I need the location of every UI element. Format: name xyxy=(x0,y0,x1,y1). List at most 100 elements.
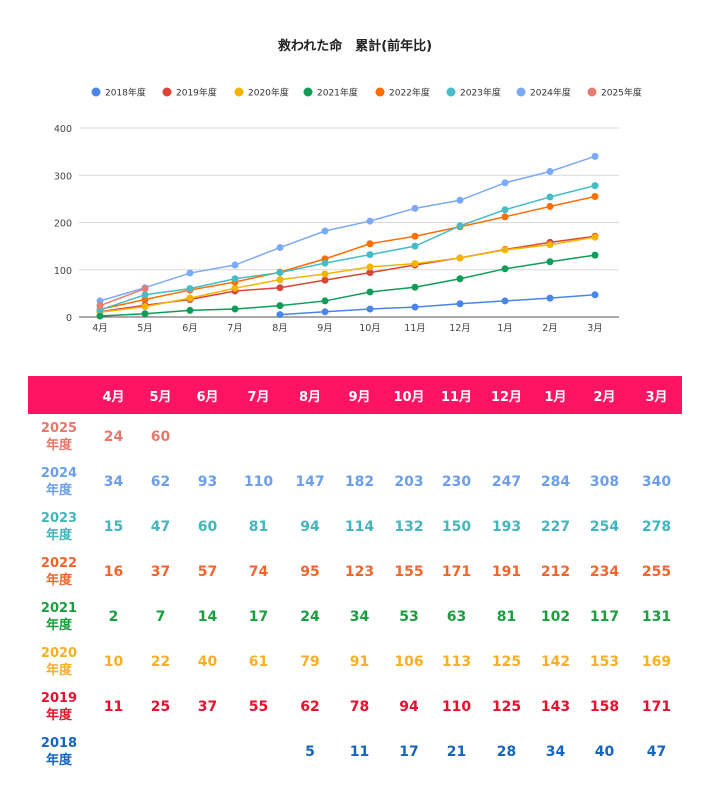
legend-label: 2024年度 xyxy=(530,87,571,99)
month-header: 11月 xyxy=(433,376,480,414)
data-point xyxy=(186,306,194,314)
x-tick-label: 6月 xyxy=(182,323,198,334)
data-point xyxy=(501,213,509,221)
value-cell: 171 xyxy=(641,698,672,715)
chart-title: 救われた命 累計(前年比) xyxy=(278,38,432,54)
month-header: 1月 xyxy=(533,376,578,414)
value-cell: 143 xyxy=(540,698,571,715)
data-point xyxy=(96,312,104,320)
data-point xyxy=(321,270,329,278)
data-point xyxy=(141,310,149,318)
x-tick-label: 11月 xyxy=(404,323,426,334)
data-point xyxy=(141,291,149,299)
table-row: 2018 年度 5 11 17 21 28 34 40 47 xyxy=(28,729,682,774)
value-cell: 158 xyxy=(589,698,620,715)
value-cell: 193 xyxy=(491,518,522,535)
table-row: 2020 年度 10 22 40 61 79 91 106 113 125 142 153 169 xyxy=(28,639,682,684)
data-point xyxy=(276,284,284,292)
value-cell: 15 xyxy=(103,518,124,535)
value-cell: 132 xyxy=(394,518,424,535)
value-cell: 230 xyxy=(441,473,472,490)
data-point xyxy=(411,260,419,268)
data-point xyxy=(141,303,149,311)
data-point xyxy=(411,232,419,240)
data-table-container: 4月 5月 6月 7月 8月 9月 10月 11月 12月 1月 2月 3月 2025 年度 24 60 20… xyxy=(28,376,682,774)
data-point xyxy=(591,182,599,190)
data-point xyxy=(321,276,329,284)
value-cell: 5 xyxy=(305,743,315,760)
data-point xyxy=(411,204,419,212)
value-cell: 278 xyxy=(641,518,672,535)
data-point xyxy=(96,302,104,310)
data-point xyxy=(546,202,554,210)
value-cell: 254 xyxy=(589,518,620,535)
data-point xyxy=(456,275,464,283)
data-point xyxy=(321,297,329,305)
data-point xyxy=(366,305,374,313)
value-cell: 74 xyxy=(248,563,269,580)
data-point xyxy=(366,217,374,225)
data-point xyxy=(141,285,149,293)
header-corner-cell xyxy=(28,376,90,414)
value-cell xyxy=(137,729,184,774)
data-point xyxy=(366,288,374,296)
data-point xyxy=(186,269,194,277)
data-point xyxy=(501,297,509,305)
legend-marker xyxy=(162,87,172,97)
value-cell: 131 xyxy=(641,608,672,625)
year-suffix: 年度 xyxy=(45,752,72,768)
legend-marker xyxy=(375,87,385,97)
x-tick-label: 1月 xyxy=(497,323,513,334)
value-cell: 34 xyxy=(349,608,370,625)
value-cell: 110 xyxy=(243,473,274,490)
year-label-cell: 2020 年度 xyxy=(28,639,90,684)
year-number: 2024 xyxy=(40,465,78,481)
value-cell: 81 xyxy=(496,608,517,625)
value-cell: 79 xyxy=(300,653,320,670)
table-row: 2022 年度 16 37 57 74 95 123 155 171 191 212 234 255 xyxy=(28,549,682,594)
data-point xyxy=(591,193,599,201)
value-cell: 182 xyxy=(344,473,375,490)
table-row: 2024 年度 34 62 93 110 147 182 203 230 247 284 308 340 xyxy=(28,459,682,504)
legend-label: 2022年度 xyxy=(389,87,430,99)
value-cell: 150 xyxy=(441,518,472,535)
data-point xyxy=(321,227,329,235)
value-cell: 62 xyxy=(300,698,320,715)
value-cell: 142 xyxy=(540,653,571,670)
data-point xyxy=(186,285,194,293)
value-cell: 21 xyxy=(446,743,467,760)
value-cell: 94 xyxy=(300,518,320,535)
value-cell: 106 xyxy=(394,653,424,670)
table-header-row: 4月 5月 6月 7月 8月 9月 10月 11月 12月 1月 2月 3月 xyxy=(28,376,682,414)
table-row: 2019 年度 11 25 37 55 62 78 94 110 125 143 158 171 xyxy=(28,684,682,729)
year-number: 2019 xyxy=(40,690,78,706)
data-point xyxy=(186,294,194,302)
value-cell: 37 xyxy=(150,563,171,580)
value-cell: 203 xyxy=(394,473,424,490)
value-cell: 247 xyxy=(491,473,522,490)
value-cell: 57 xyxy=(197,563,218,580)
year-label-cell: 2022 年度 xyxy=(28,549,90,594)
series-line xyxy=(99,236,596,314)
data-point xyxy=(276,276,284,284)
series-line xyxy=(279,294,596,316)
y-tick-label: 200 xyxy=(54,219,72,230)
value-cell: 16 xyxy=(103,563,124,580)
data-point xyxy=(456,254,464,262)
value-cell: 24 xyxy=(300,608,320,625)
data-point xyxy=(366,269,374,277)
data-point xyxy=(591,251,599,259)
value-cell: 55 xyxy=(248,698,269,715)
data-point xyxy=(321,259,329,267)
value-cell xyxy=(334,414,385,459)
x-tick-label: 10月 xyxy=(359,323,381,334)
legend-label: 2019年度 xyxy=(176,87,217,99)
data-point xyxy=(546,294,554,302)
value-cell: 95 xyxy=(300,563,320,580)
value-cell: 117 xyxy=(589,608,620,625)
value-cell: 91 xyxy=(349,653,370,670)
table-row: 2021 年度 2 7 14 17 24 34 53 63 81 102 117 131 xyxy=(28,594,682,639)
value-cell: 53 xyxy=(399,608,419,625)
legend-marker xyxy=(234,87,244,97)
value-cell: 17 xyxy=(248,608,269,625)
